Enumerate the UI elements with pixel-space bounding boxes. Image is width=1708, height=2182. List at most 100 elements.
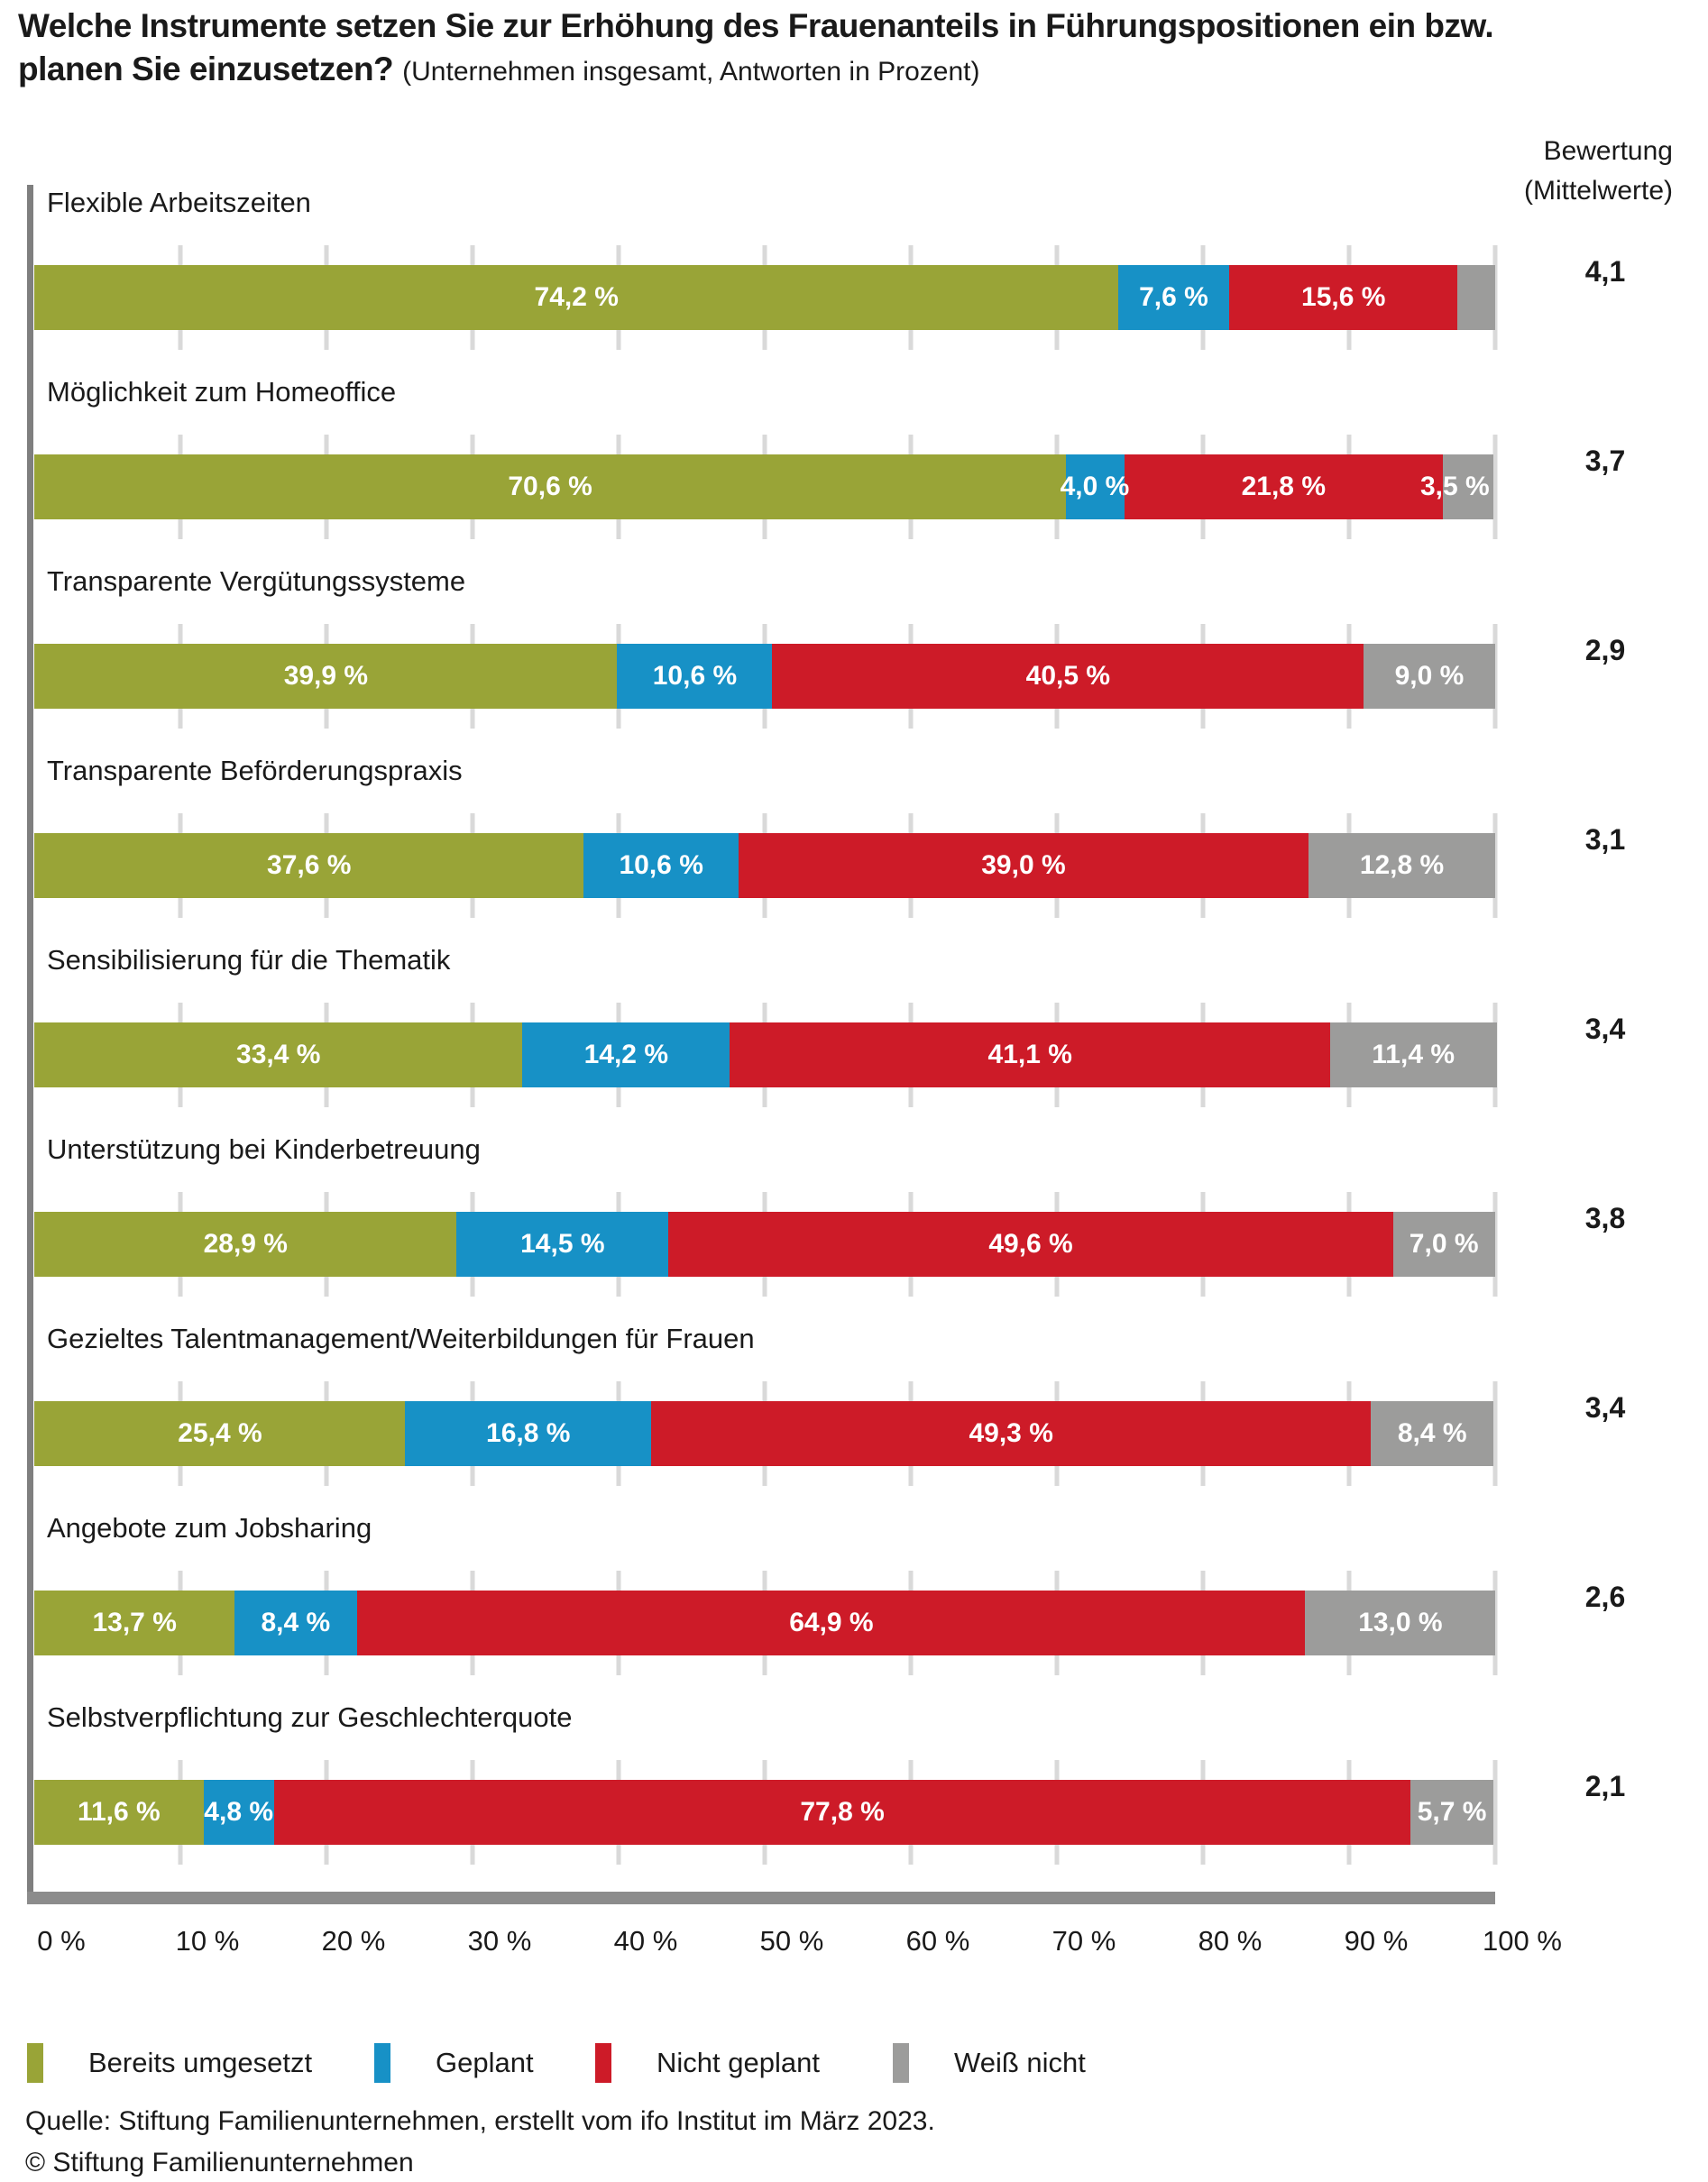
bar-track: 37,6 % 10,6 % 39,0 % 12,8 % bbox=[34, 813, 1498, 918]
bar-value-label: 8,4 % bbox=[1397, 1418, 1467, 1448]
legend-label: Nicht geplant bbox=[657, 2047, 820, 2078]
rating-header-line1: Bewertung bbox=[1543, 136, 1673, 166]
bar-segment-not-planned bbox=[668, 1212, 1393, 1277]
legend-swatch bbox=[27, 2043, 43, 2083]
chart-row: Flexible Arbeitszeiten 74,2 % 7,6 % 15,6 % 4… bbox=[27, 185, 1708, 374]
bar-segment-implemented bbox=[34, 1780, 204, 1845]
chart-title-bold-part: planen Sie einzusetzen? bbox=[18, 50, 394, 87]
bar-value-label: 25,4 % bbox=[178, 1418, 262, 1448]
chart-subtitle: (Unternehmen insgesamt, Antworten in Pro… bbox=[402, 57, 980, 87]
bar-segment-planned bbox=[1065, 454, 1125, 519]
bar-segment-planned bbox=[522, 1022, 730, 1087]
category-label: Transparente Beförderungspraxis bbox=[47, 755, 463, 786]
bar-segment-implemented bbox=[34, 265, 1119, 330]
bar-value-label: 11,6 % bbox=[77, 1797, 161, 1827]
bar-track: 70,6 % 4,0 % 21,8 % 3,5 % bbox=[34, 435, 1498, 539]
x-tick-label: 20 % bbox=[321, 1925, 386, 1957]
bar-value-label: 9,0 % bbox=[1394, 661, 1465, 691]
bar-value-label: 7,6 % bbox=[1139, 282, 1208, 312]
bar-segment-planned bbox=[405, 1401, 651, 1466]
bar-track: 33,4 % 14,2 % 41,1 % 11,4 % bbox=[34, 1003, 1498, 1107]
bar-track: 39,9 % 10,6 % 40,5 % 9,0 % bbox=[34, 624, 1498, 729]
legend-label: Geplant bbox=[436, 2047, 534, 2078]
rating-column-header: Bewertung (Mittelwerte) bbox=[1524, 132, 1673, 211]
rating-header-line2: (Mittelwerte) bbox=[1523, 176, 1673, 206]
bar-segment-implemented bbox=[34, 833, 584, 898]
x-tick-label: 40 % bbox=[613, 1925, 678, 1957]
gridline bbox=[1492, 1192, 1498, 1297]
bar-segment-dont-know bbox=[1364, 644, 1495, 709]
rating-value: 3,7 bbox=[1584, 445, 1626, 477]
bar-track: 25,4 % 16,8 % 49,3 % 8,4 % bbox=[34, 1381, 1498, 1486]
rating-value: 3,8 bbox=[1584, 1202, 1626, 1234]
chart-legend: Bereits umgesetzt Geplant Nicht geplant Wei… bbox=[27, 2038, 1677, 2095]
bar-segment-dont-know bbox=[1329, 1022, 1497, 1087]
bar-value-label: 70,6 % bbox=[508, 472, 592, 501]
bar-segment-planned bbox=[456, 1212, 669, 1277]
bar-value-label: 4,8 % bbox=[204, 1797, 274, 1827]
stacked-bar-chart: Flexible Arbeitszeiten 74,2 % 7,6 % 15,6 % 4… bbox=[27, 185, 1708, 1988]
bar-value-label: 64,9 % bbox=[789, 1608, 874, 1637]
bar-value-label: 14,2 % bbox=[583, 1040, 668, 1069]
bar-value-label: 15,6 % bbox=[1301, 282, 1386, 312]
bar-segment-not-planned bbox=[730, 1022, 1330, 1087]
category-label: Angebote zum Jobsharing bbox=[47, 1512, 372, 1544]
x-tick-label: 90 % bbox=[1344, 1925, 1409, 1957]
category-label: Flexible Arbeitszeiten bbox=[47, 187, 311, 218]
bar-track: 28,9 % 14,5 % 49,6 % 7,0 % bbox=[34, 1192, 1498, 1297]
rating-value: 3,4 bbox=[1584, 1013, 1626, 1045]
legend-swatch bbox=[893, 2043, 909, 2083]
bar-segment-planned bbox=[203, 1780, 274, 1845]
bar-segment-implemented bbox=[34, 1401, 406, 1466]
category-label: Unterstützung bei Kinderbetreuung bbox=[47, 1133, 481, 1165]
gridline bbox=[1492, 435, 1498, 539]
bar-value-label: 13,0 % bbox=[1358, 1608, 1443, 1637]
bar-value-label: 41,1 % bbox=[987, 1040, 1072, 1069]
bar-value-label: 77,8 % bbox=[800, 1797, 885, 1827]
x-tick-label: 10 % bbox=[175, 1925, 240, 1957]
gridline bbox=[1492, 1571, 1498, 1675]
y-axis-line bbox=[27, 185, 33, 1892]
x-tick-label: 50 % bbox=[759, 1925, 824, 1957]
category-label: Gezieltes Talentmanagement/Weiterbildung… bbox=[47, 1323, 755, 1354]
category-label: Sensibilisierung für die Thematik bbox=[47, 944, 451, 976]
bar-value-label: 39,9 % bbox=[283, 661, 369, 691]
bar-segment-dont-know bbox=[1305, 1591, 1495, 1655]
category-label: Transparente Vergütungssysteme bbox=[47, 565, 466, 597]
bar-segment-implemented bbox=[34, 644, 618, 709]
bar-segment-implemented bbox=[34, 1022, 523, 1087]
x-tick-label: 70 % bbox=[1051, 1925, 1116, 1957]
bar-value-label: 74,2 % bbox=[534, 282, 619, 312]
copyright-note: © Stiftung Familienunternehmen bbox=[25, 2148, 414, 2177]
chart-row: Unterstützung bei Kinderbetreuung 28,9 % 1… bbox=[27, 1132, 1708, 1321]
chart-row: Angebote zum Jobsharing 13,7 % 8,4 % 64,9 %… bbox=[27, 1510, 1708, 1700]
bar-value-label: 7,0 % bbox=[1409, 1229, 1479, 1259]
x-tick-label: 30 % bbox=[467, 1925, 532, 1957]
legend-swatch bbox=[595, 2043, 611, 2083]
x-tick-label: 60 % bbox=[905, 1925, 970, 1957]
bar-value-label: 39,0 % bbox=[981, 850, 1066, 880]
legend-label: Bereits umgesetzt bbox=[88, 2047, 313, 2078]
bar-value-label: 40,5 % bbox=[1025, 661, 1111, 691]
rating-value: 3,1 bbox=[1584, 823, 1626, 856]
rating-value: 2,9 bbox=[1584, 634, 1626, 666]
gridline bbox=[1492, 1381, 1498, 1486]
bar-value-label: 5,7 % bbox=[1417, 1797, 1487, 1827]
bar-segment-planned bbox=[1118, 265, 1230, 330]
chart-row: Sensibilisierung für die Thematik 33,4 % 1… bbox=[27, 942, 1708, 1132]
rating-value: 4,1 bbox=[1584, 255, 1626, 288]
bar-segment-not-planned bbox=[772, 644, 1364, 709]
bar-value-label: 11,4 % bbox=[1372, 1040, 1455, 1069]
chart-row: Selbstverpflichtung zur Geschlechterquot… bbox=[27, 1700, 1708, 1889]
bar-value-label: 33,4 % bbox=[236, 1040, 321, 1069]
source-note: Quelle: Stiftung Familienunternehmen, er… bbox=[25, 2106, 935, 2136]
footer: Quelle: Stiftung Familienunternehmen, er… bbox=[25, 2101, 935, 2182]
x-tick-label: 100 % bbox=[1483, 1925, 1562, 1957]
bar-segment-dont-know bbox=[1442, 454, 1494, 519]
bar-segment-implemented bbox=[34, 454, 1066, 519]
bar-track: 11,6 % 4,8 % 77,8 % 5,7 % bbox=[34, 1760, 1498, 1865]
bar-segment-dont-know bbox=[1456, 265, 1495, 330]
legend-swatch bbox=[374, 2043, 390, 2083]
bar-value-label: 13,7 % bbox=[92, 1608, 177, 1637]
bar-value-label: 49,6 % bbox=[988, 1229, 1073, 1259]
